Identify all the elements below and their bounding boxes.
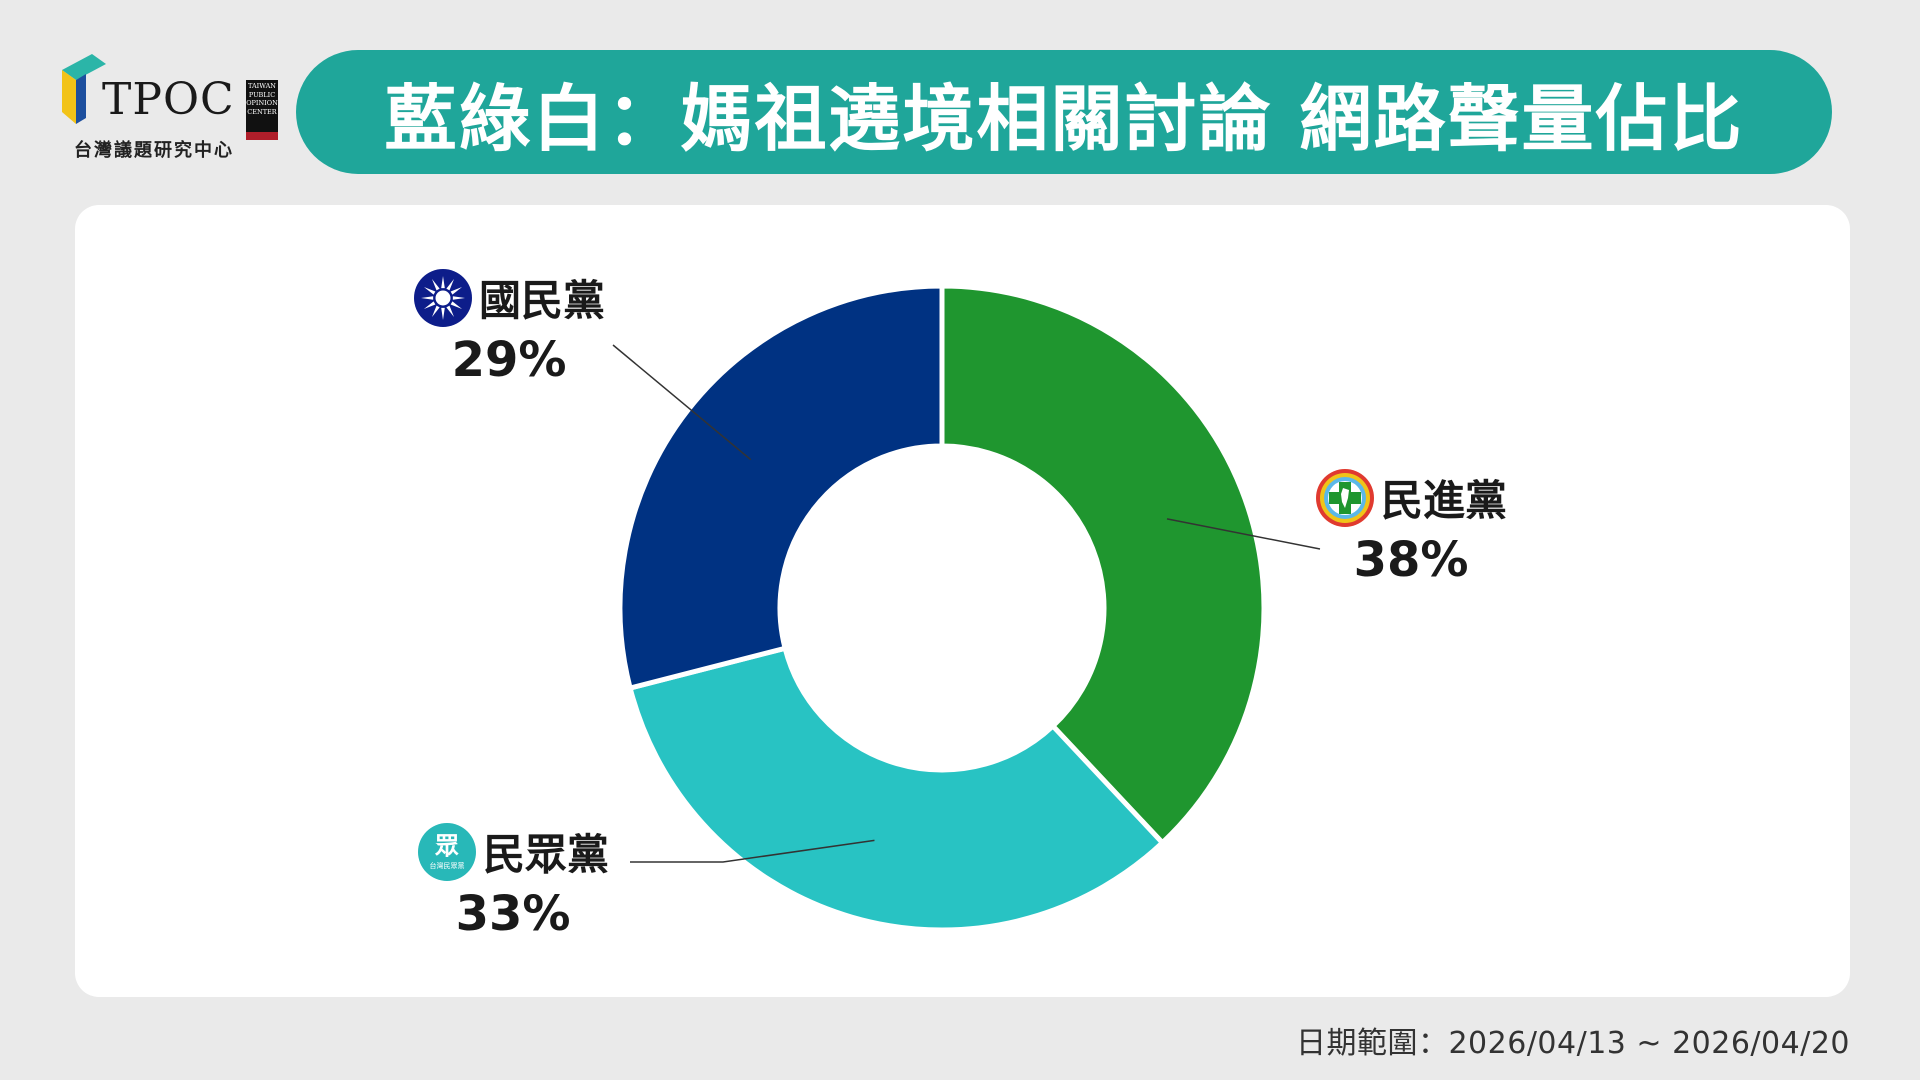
leader-line-0 (1166, 518, 1321, 550)
slice-value: 33% (455, 886, 571, 942)
badge-line: PUBLIC (248, 90, 276, 99)
logo-brand-text: TPOC (102, 74, 235, 125)
slice-label: 民進黨 (1381, 476, 1508, 525)
donut-slice-2 (617, 283, 945, 692)
kmt-emblem-icon (414, 268, 472, 327)
tpoc-logo: TPOC TAIWAN PUBLIC OPINION CENTER 台灣議題研究… (62, 52, 282, 162)
tpoc-logo-mark-icon (62, 54, 106, 124)
slice-label: 民眾黨 (483, 830, 610, 879)
badge-line: CENTER (247, 107, 277, 116)
donut-slice-1 (627, 645, 1166, 933)
title-banner: 藍綠白：媽祖遶境相關討論 網路聲量佔比 (296, 50, 1832, 174)
page-title: 藍綠白：媽祖遶境相關討論 網路聲量佔比 (384, 76, 1744, 161)
leader-line-2 (612, 344, 752, 461)
slice-value: 38% (1353, 532, 1469, 588)
label-tpp: 眾 台灣民眾黨 民眾黨 33% (417, 821, 609, 942)
tpp-emblem-text: 眾 (434, 832, 459, 860)
donut-slice-0 (939, 283, 1267, 847)
tpp-emblem-subtext: 台灣民眾黨 (430, 861, 465, 870)
date-range: 日期範圍：2026/04/13 ~ 2026/04/20 (1295, 1026, 1850, 1061)
tpp-emblem-icon: 眾 台灣民眾黨 (418, 822, 476, 881)
label-kmt: 國民黨 29% (413, 267, 605, 388)
logo-badge: TAIWAN PUBLIC OPINION CENTER (246, 80, 278, 140)
chart-card: 國民黨 29% 民進黨 38% (75, 205, 1850, 997)
slice-value: 29% (451, 332, 567, 388)
dpp-emblem-icon (1316, 468, 1374, 527)
badge-line: TAIWAN (248, 82, 276, 90)
badge-line: OPINION (246, 99, 278, 107)
leader-line-1 (630, 839, 875, 863)
logo-subtitle: 台灣議題研究中心 (74, 140, 234, 161)
slice-label: 國民黨 (479, 276, 606, 325)
donut-chart (612, 283, 1321, 933)
label-dpp: 民進黨 38% (1315, 467, 1507, 588)
